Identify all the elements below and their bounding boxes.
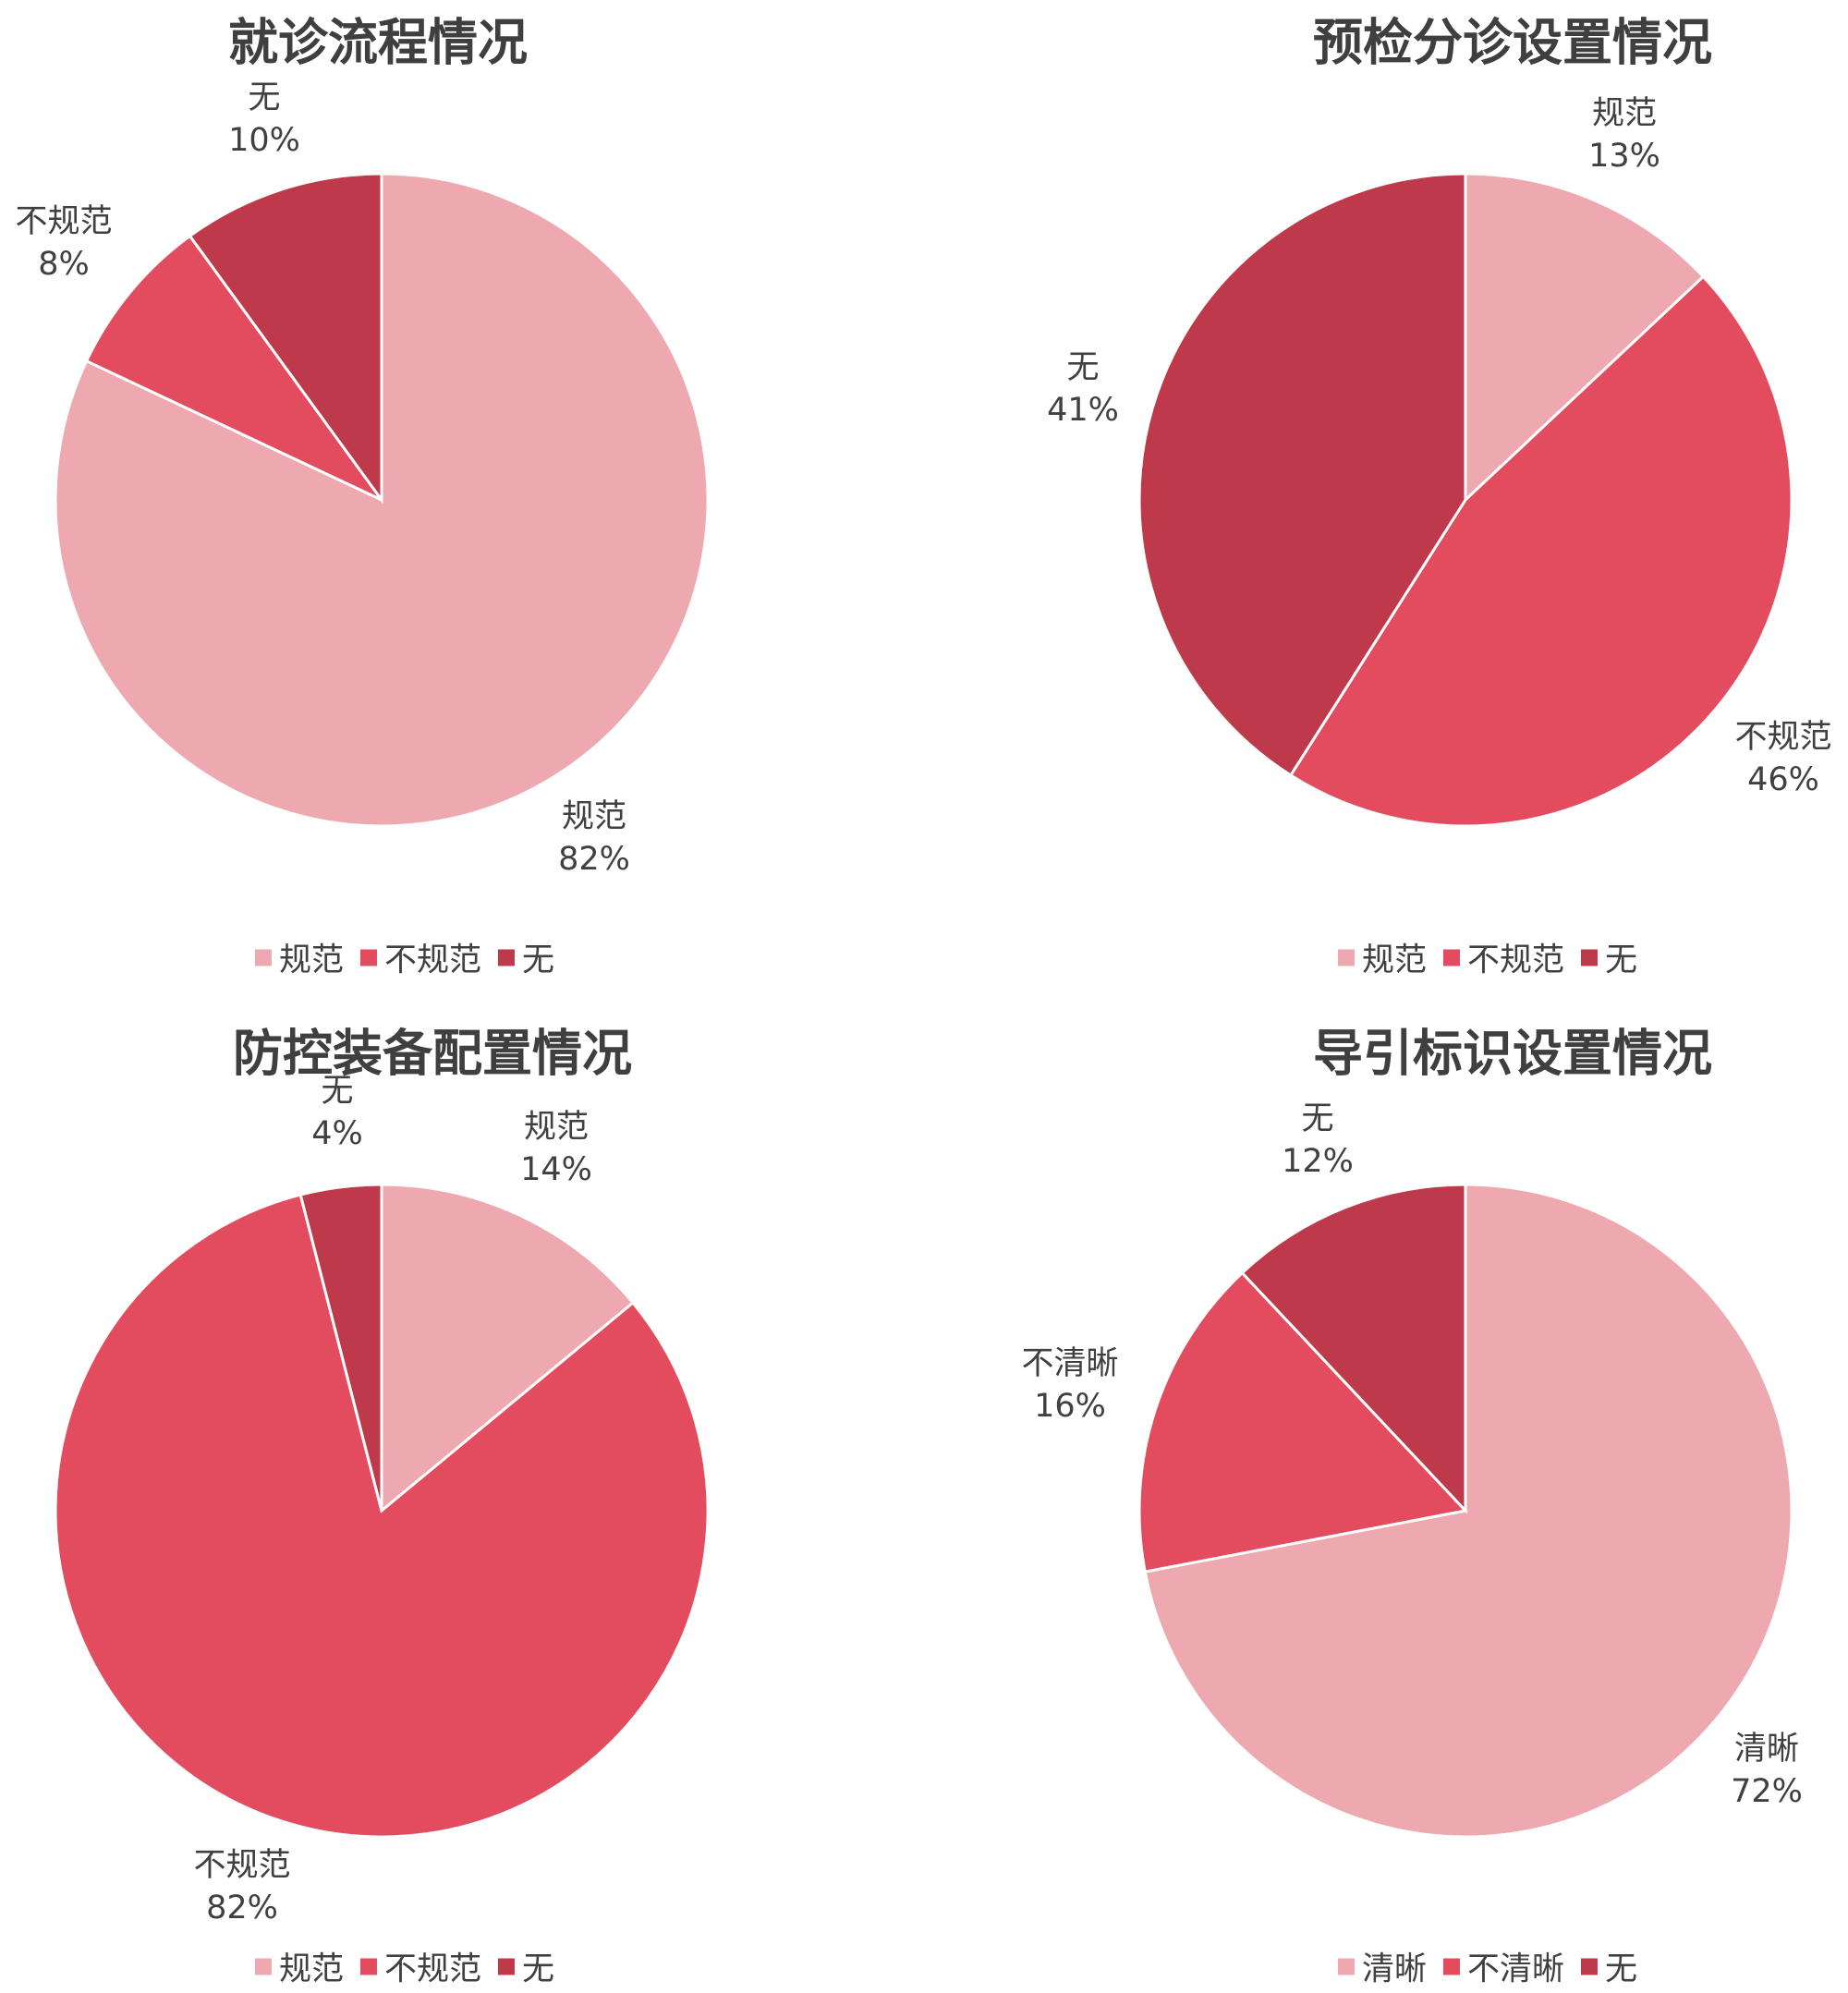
legend-swatch (1337, 949, 1355, 966)
pie-slice-无 (298, 1183, 383, 1512)
legend: 规范 不规范 无 (1337, 934, 1637, 981)
data-label-category: 不规范 (15, 203, 113, 240)
legend-swatch (1337, 1958, 1355, 1975)
data-label: 规范 82% (558, 796, 630, 881)
chart-title: 预检分诊设置情况 (1313, 13, 1712, 72)
legend-label: 清晰 (1361, 1950, 1427, 1988)
legend-swatch (1581, 949, 1599, 966)
legend-item: 不规范 (359, 1943, 482, 1990)
data-label-category: 规范 (561, 798, 627, 835)
pie-chart-1 (54, 172, 710, 828)
legend-label: 无 (1605, 1950, 1638, 1988)
legend-item: 清晰 (1337, 1943, 1427, 1990)
legend: 规范 不规范 无 (254, 1943, 554, 1990)
legend-item: 规范 (1337, 934, 1427, 981)
legend-swatch (498, 1958, 516, 1975)
data-label-category: 不规范 (1734, 719, 1832, 756)
legend-item: 无 (1581, 1943, 1637, 1990)
pie-slice-不规范 (54, 1193, 710, 1839)
legend-item: 规范 (254, 1943, 344, 1990)
data-label-value: 41% (1047, 392, 1119, 429)
legend-label: 无 (522, 942, 555, 979)
chart-title: 防控装备配置情况 (233, 1024, 632, 1083)
chart-title: 就诊流程情况 (228, 13, 528, 72)
pie-chart-2 (1137, 172, 1793, 828)
data-label-category: 无 (248, 79, 281, 116)
data-label-category: 规范 (1591, 95, 1658, 132)
pie-slice-清晰 (1143, 1183, 1793, 1839)
legend-swatch (1442, 949, 1460, 966)
data-label-value: 82% (206, 1890, 278, 1926)
data-label-value: 4% (311, 1115, 363, 1152)
pie-slice-无 (1240, 1183, 1467, 1514)
data-label-category: 无 (321, 1073, 354, 1110)
data-label: 规范 13% (1588, 92, 1660, 177)
legend-item: 无 (1581, 934, 1637, 981)
data-label-category: 不规范 (193, 1847, 291, 1884)
pie-chart-3 (54, 1183, 710, 1839)
data-label: 无 12% (1282, 1098, 1354, 1183)
data-label: 无 10% (228, 77, 300, 162)
data-label-value: 12% (1282, 1143, 1354, 1180)
pie-slice-不清晰 (1137, 1270, 1468, 1574)
legend-swatch (254, 949, 272, 966)
legend-swatch (498, 949, 516, 966)
data-label-category: 清晰 (1733, 1731, 1800, 1768)
data-label-category: 规范 (523, 1109, 590, 1146)
pie-chart-4 (1137, 1183, 1793, 1839)
legend-item: 无 (498, 934, 554, 981)
legend-label: 规范 (278, 942, 344, 979)
pie-slice-规范 (54, 172, 710, 828)
data-label: 不规范 46% (1734, 716, 1831, 801)
data-label-category: 无 (1301, 1100, 1334, 1137)
data-label: 清晰 72% (1731, 1728, 1803, 1813)
pie-slice-无 (188, 172, 383, 504)
data-label: 无 41% (1047, 346, 1119, 431)
data-label-value: 82% (558, 841, 630, 878)
data-label: 无 4% (311, 1070, 363, 1155)
legend-item: 不规范 (1442, 934, 1565, 981)
pie-slice-规范 (1464, 172, 1706, 504)
legend-label: 规范 (278, 1950, 344, 1988)
pie-slice-不规范 (84, 234, 383, 502)
legend-label: 不规范 (1466, 942, 1565, 979)
legend-label: 不清晰 (1466, 1950, 1565, 1988)
legend-swatch (359, 1958, 377, 1975)
data-label-value: 46% (1747, 761, 1819, 798)
data-label-category: 不清晰 (1021, 1345, 1119, 1382)
pie-slice-不规范 (1288, 274, 1793, 828)
data-label: 不清晰 16% (1021, 1343, 1118, 1428)
data-label-value: 10% (228, 122, 300, 159)
data-label-value: 72% (1731, 1773, 1803, 1810)
data-label-value: 13% (1588, 138, 1660, 175)
data-label: 不规范 82% (193, 1844, 290, 1929)
legend-item: 不清晰 (1442, 1943, 1565, 1990)
data-label-value: 16% (1034, 1388, 1106, 1425)
pie-slice-无 (1137, 172, 1467, 778)
legend-item: 规范 (254, 934, 344, 981)
data-label: 规范 14% (520, 1106, 592, 1191)
legend-swatch (1442, 1958, 1460, 1975)
data-label-category: 无 (1066, 349, 1100, 386)
legend-item: 无 (498, 1943, 554, 1990)
legend: 规范 不规范 无 (254, 934, 554, 981)
legend-swatch (1581, 1958, 1599, 1975)
legend-label: 无 (522, 1950, 555, 1988)
legend-item: 不规范 (359, 934, 482, 981)
legend-label: 无 (1605, 942, 1638, 979)
data-label: 不规范 8% (15, 201, 112, 286)
legend-label: 不规范 (383, 942, 482, 979)
legend-label: 规范 (1361, 942, 1427, 979)
legend-swatch (254, 1958, 272, 1975)
pie-slice-规范 (380, 1183, 636, 1514)
legend: 清晰 不清晰 无 (1337, 1943, 1637, 1990)
data-label-value: 14% (520, 1151, 592, 1188)
data-label-value: 8% (38, 246, 90, 283)
legend-label: 不规范 (383, 1950, 482, 1988)
legend-swatch (359, 949, 377, 966)
chart-title: 导引标识设置情况 (1313, 1024, 1712, 1083)
